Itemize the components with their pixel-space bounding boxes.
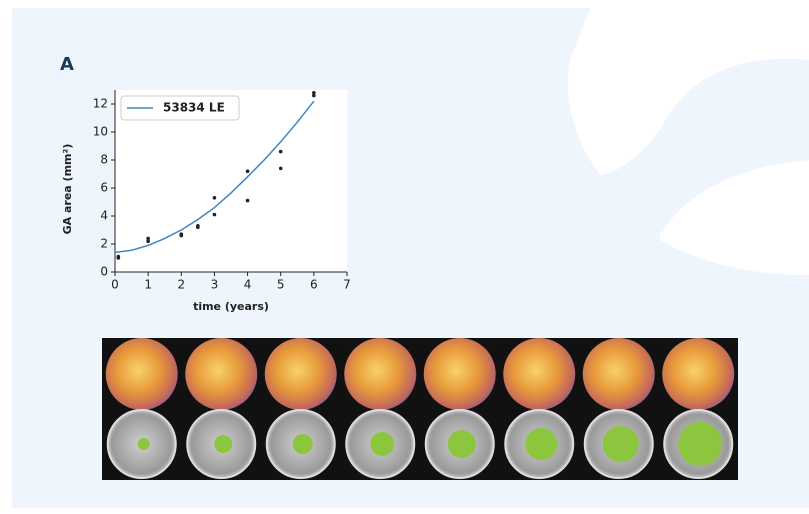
x-tick-label: 7 [343, 278, 351, 292]
fundus-photo [344, 338, 416, 410]
fundus-photo [106, 338, 178, 410]
panel-label: A [60, 54, 74, 75]
data-point [179, 232, 183, 236]
lesion [214, 435, 232, 453]
x-tick-label: 6 [310, 278, 318, 292]
x-tick-label: 3 [211, 278, 219, 292]
x-tick-label: 5 [277, 278, 285, 292]
data-point [213, 213, 217, 217]
x-tick-label: 1 [144, 278, 152, 292]
data-point [279, 150, 283, 154]
y-tick-label: 8 [100, 153, 108, 167]
x-axis-label: time (years) [193, 300, 269, 313]
lesion [678, 422, 722, 466]
figure: A 02468101201234567time (years)GA area (… [0, 0, 809, 510]
image-strip [102, 338, 738, 480]
legend-label: 53834 LE [163, 101, 225, 115]
fundus-photo [662, 338, 734, 410]
fundus-photo [265, 338, 337, 410]
data-point [246, 199, 250, 203]
fundus-photo [424, 338, 496, 410]
lesion [603, 426, 639, 462]
y-axis-label: GA area (mm²) [61, 144, 74, 235]
y-tick-label: 0 [100, 265, 108, 279]
data-point [196, 224, 200, 228]
lesion [293, 434, 313, 454]
x-tick-label: 0 [111, 278, 119, 292]
lesion [138, 438, 150, 450]
data-point [279, 167, 283, 171]
y-tick-label: 12 [93, 97, 108, 111]
data-point [246, 169, 250, 173]
y-tick-label: 6 [100, 181, 108, 195]
lesion [370, 432, 394, 456]
fundus-photo [185, 338, 257, 410]
data-point [117, 255, 121, 259]
y-tick-label: 2 [100, 237, 108, 251]
lesion [448, 430, 476, 458]
y-tick-label: 4 [100, 209, 108, 223]
data-point [146, 237, 150, 241]
data-point [213, 196, 217, 200]
lesion [525, 428, 557, 460]
fundus-photo [503, 338, 575, 410]
y-tick-label: 10 [93, 125, 108, 139]
data-point [312, 91, 316, 95]
fundus-photo [583, 338, 655, 410]
x-tick-label: 2 [177, 278, 185, 292]
x-tick-label: 4 [244, 278, 252, 292]
